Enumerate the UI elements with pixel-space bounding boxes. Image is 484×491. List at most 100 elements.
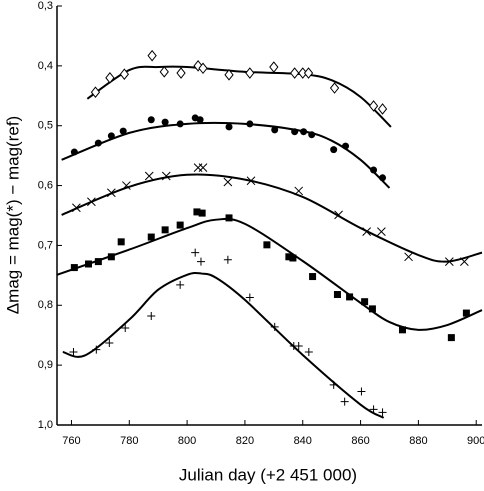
data-point bbox=[85, 260, 93, 268]
x-tick-label: 840 bbox=[294, 435, 312, 447]
data-point bbox=[119, 68, 130, 81]
data-point bbox=[107, 188, 116, 198]
data-point bbox=[378, 408, 387, 417]
data-point bbox=[346, 293, 354, 301]
data-point bbox=[224, 69, 234, 81]
data-point bbox=[90, 86, 101, 98]
x-tick-label: 860 bbox=[351, 435, 369, 447]
data-point bbox=[246, 120, 254, 128]
x-tick-label: 820 bbox=[236, 435, 254, 447]
data-point bbox=[308, 131, 316, 139]
data-point bbox=[245, 67, 255, 79]
data-point bbox=[147, 233, 155, 241]
data-point bbox=[117, 238, 125, 246]
data-point bbox=[176, 280, 185, 289]
data-point bbox=[223, 177, 233, 187]
data-point bbox=[300, 128, 308, 136]
data-point bbox=[198, 209, 206, 217]
data-point bbox=[122, 181, 131, 190]
data-point bbox=[196, 116, 204, 124]
data-point bbox=[225, 123, 233, 131]
data-point bbox=[329, 82, 340, 94]
data-point bbox=[289, 254, 297, 262]
data-point bbox=[161, 171, 171, 181]
data-point bbox=[105, 72, 115, 84]
data-point bbox=[270, 322, 279, 331]
data-point bbox=[107, 253, 115, 261]
data-point bbox=[198, 62, 208, 75]
data-point bbox=[107, 132, 115, 140]
data-point bbox=[191, 248, 200, 257]
data-point bbox=[304, 347, 313, 356]
data-point bbox=[161, 226, 169, 234]
data-point bbox=[198, 163, 208, 172]
y-axis-title: Δmag = mag(*) − mag(ref) bbox=[3, 116, 22, 314]
fit-curve bbox=[62, 271, 385, 419]
data-point bbox=[225, 214, 233, 222]
data-point bbox=[263, 241, 271, 249]
data-point bbox=[333, 291, 341, 299]
data-point bbox=[291, 128, 299, 136]
x-tick-label: 880 bbox=[409, 435, 427, 447]
data-point bbox=[398, 326, 406, 334]
data-point bbox=[368, 100, 379, 112]
fit-curve bbox=[61, 121, 391, 189]
x-tick-label: 760 bbox=[62, 435, 80, 447]
data-point bbox=[269, 61, 279, 73]
data-point bbox=[377, 227, 386, 237]
data-point bbox=[92, 345, 101, 354]
data-point bbox=[329, 380, 338, 389]
data-point bbox=[330, 146, 338, 154]
data-point bbox=[176, 221, 184, 229]
data-point bbox=[87, 197, 96, 207]
y-tick-label: 0,4 bbox=[38, 60, 53, 72]
data-point bbox=[377, 103, 388, 115]
data-point bbox=[176, 120, 184, 128]
data-point bbox=[105, 338, 114, 347]
fit-curve bbox=[61, 173, 483, 263]
data-point bbox=[246, 176, 256, 186]
x-tick-label: 780 bbox=[120, 435, 138, 447]
data-point bbox=[144, 171, 154, 181]
data-point bbox=[161, 118, 169, 126]
data-point bbox=[245, 293, 254, 302]
data-point bbox=[193, 208, 201, 216]
y-tick-label: 1,0 bbox=[38, 419, 53, 431]
data-point bbox=[370, 166, 378, 174]
data-point bbox=[361, 298, 369, 306]
y-tick-label: 0,7 bbox=[38, 239, 53, 251]
data-point bbox=[121, 324, 130, 333]
data-point bbox=[342, 142, 350, 150]
data-point bbox=[444, 257, 454, 266]
data-point bbox=[223, 255, 232, 264]
data-point bbox=[362, 227, 371, 237]
fit-curve bbox=[56, 217, 483, 331]
y-tick-label: 0,6 bbox=[38, 179, 53, 191]
data-point bbox=[94, 258, 102, 266]
data-point bbox=[285, 253, 293, 261]
y-tick-label: 0,9 bbox=[38, 359, 53, 371]
fit-curve bbox=[86, 65, 392, 128]
data-point bbox=[119, 127, 127, 135]
data-point bbox=[147, 116, 155, 124]
data-point bbox=[294, 341, 303, 350]
data-point bbox=[176, 67, 186, 79]
data-point bbox=[404, 252, 413, 262]
data-point bbox=[294, 186, 304, 196]
data-point bbox=[368, 305, 376, 313]
data-point bbox=[94, 139, 102, 147]
data-point bbox=[357, 387, 366, 396]
data-point bbox=[447, 334, 455, 342]
data-point bbox=[69, 347, 78, 356]
data-point bbox=[271, 126, 279, 134]
data-point bbox=[70, 264, 78, 272]
data-point bbox=[340, 397, 349, 406]
data-point bbox=[334, 210, 343, 220]
data-point bbox=[196, 257, 205, 266]
data-point bbox=[309, 273, 317, 281]
data-point bbox=[147, 312, 156, 321]
x-axis-title: Julian day (+2 451 000) bbox=[179, 465, 357, 484]
data-point bbox=[70, 148, 78, 156]
data-point bbox=[462, 309, 470, 317]
